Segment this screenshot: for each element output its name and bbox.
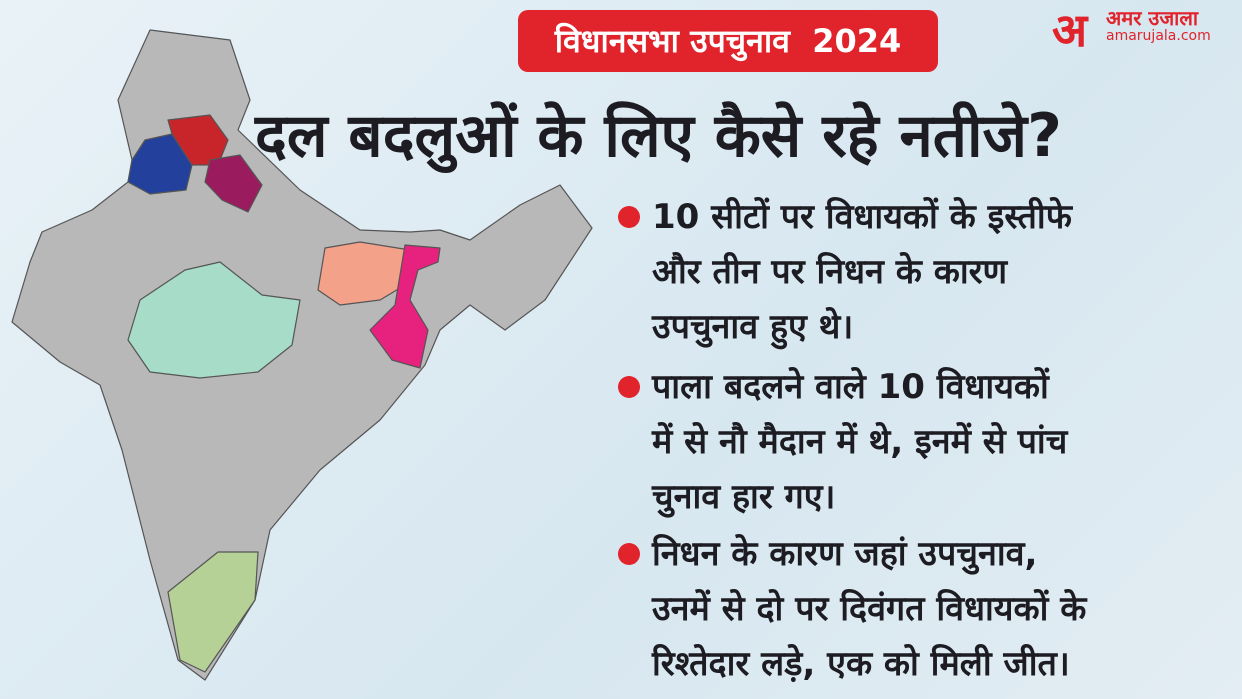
bullet: पाला बदलने वाले 10 विधायकों में से नौ मैद… [618, 360, 1238, 525]
madhya-pradesh [127, 261, 301, 379]
bullet: निधन के कारण जहां उपचुनाव, उनमें से दो पर… [618, 527, 1238, 692]
bullet-line: रिश्तेदार लड़े, एक को मिली जीत। [652, 644, 1070, 684]
bullet-line: उनमें से दो पर दिवंगत विधायकों के [652, 589, 1087, 629]
bihar [317, 241, 411, 306]
tamil-nadu [167, 551, 259, 673]
bullet: 10 सीटों पर विधायकों के इस्तीफे और तीन पर… [618, 190, 1238, 355]
badge: विधानसभा उपचुनाव 2024 [518, 10, 938, 72]
logo-site: amarujala.com [1106, 28, 1211, 44]
bullet-line: में से नौ मैदान में थे, इनमें से पांच [652, 422, 1068, 462]
bullet-dot [618, 376, 640, 398]
logo-mark: अ [1052, 3, 1088, 57]
bullet-dot [618, 543, 640, 565]
bullet-line: और तीन पर निधन के कारण [652, 252, 1008, 292]
west-bengal [369, 244, 441, 369]
bullet-line: चुनाव हार गए। [652, 477, 836, 517]
india-map [11, 29, 593, 681]
bullet-line: उपचुनाव हुए थे। [652, 307, 854, 347]
uttarakhand [204, 154, 263, 213]
bullet-line: पाला बदलने वाले 10 विधायकों [652, 367, 1049, 407]
bullet-dot [618, 206, 640, 228]
logo-name: अमर उजाला [1106, 6, 1199, 30]
logo: अ अमर उजाला amarujala.com [1052, 2, 1242, 57]
headline: दल बदलुओं के लिए कैसे रहे नतीजे? [255, 101, 1062, 171]
bullet-line: निधन के कारण जहां उपचुनाव, [652, 534, 1038, 574]
bullet-line: 10 सीटों पर विधायकों के इस्तीफे [652, 197, 1072, 237]
